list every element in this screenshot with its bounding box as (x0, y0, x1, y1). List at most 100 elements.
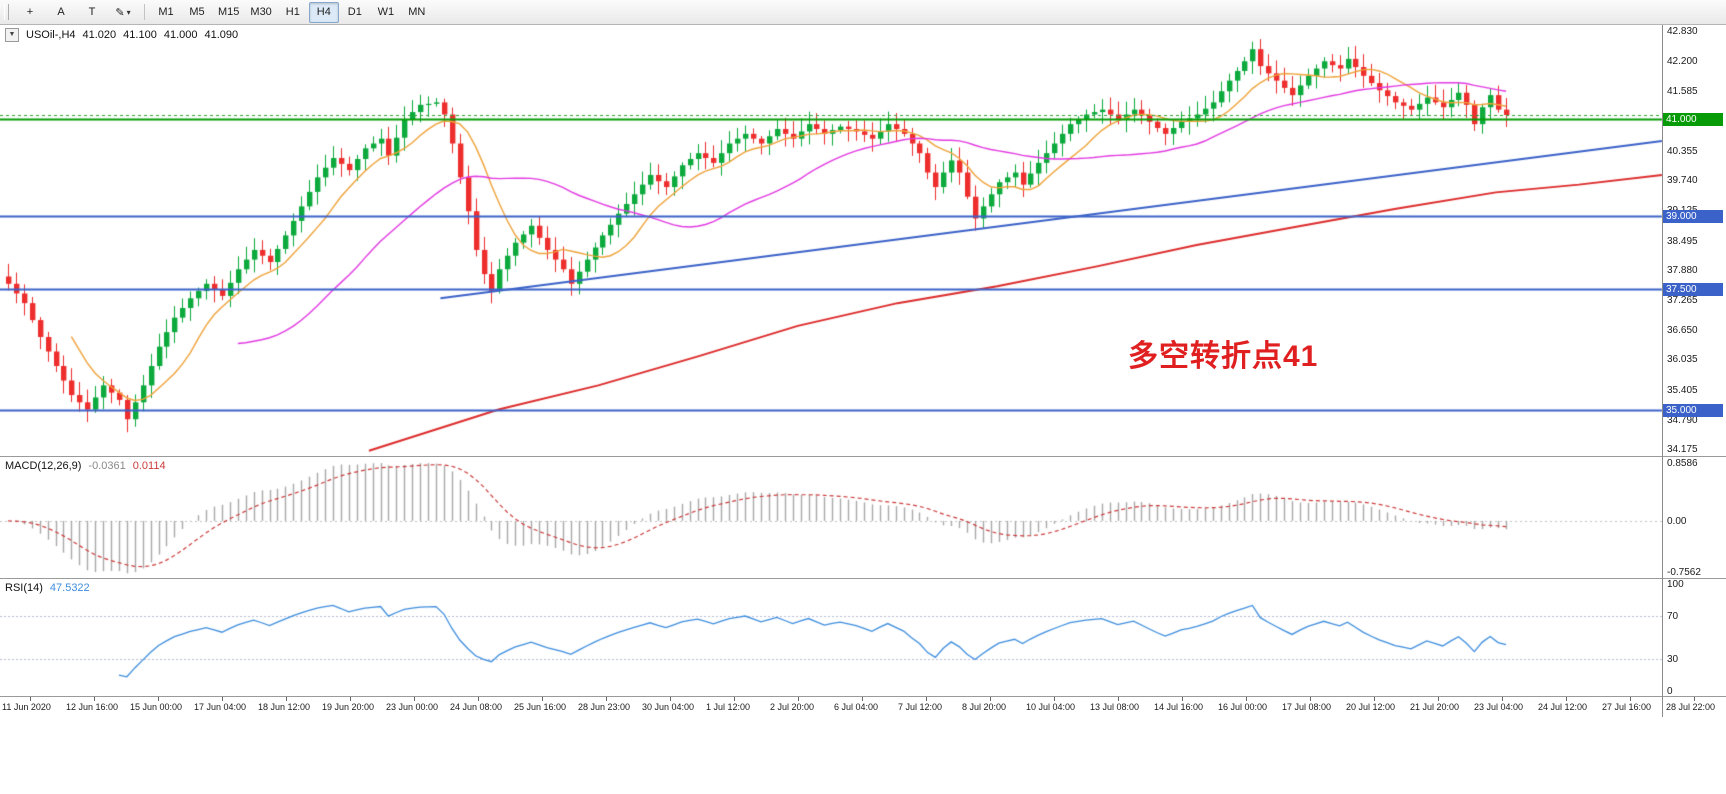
time-tick-label: 23 Jun 00:00 (386, 702, 439, 712)
time-tick-mark (1374, 697, 1375, 701)
rsi-tick-label: 0 (1667, 685, 1673, 697)
timeframe-m1[interactable]: M1 (158, 6, 174, 18)
time-tick-label: 28 Jun 23:00 (578, 702, 631, 712)
macd-signal-value: 0.0114 (132, 460, 166, 472)
time-tick-label: 20 Jul 12:00 (1346, 702, 1396, 712)
panel-divider[interactable] (0, 578, 1726, 579)
time-tick-mark (1118, 697, 1119, 701)
timeframe-w1[interactable]: W1 (377, 6, 395, 18)
timeframe-mn[interactable]: MN (408, 6, 426, 18)
price-level-badge: 35.000 (1663, 403, 1723, 417)
price-tick-label: 35.405 (1667, 384, 1698, 396)
time-tick-label: 27 Jul 16:00 (1602, 702, 1652, 712)
macd-tick-label: -0.7562 (1667, 566, 1701, 578)
time-tick-mark (1310, 697, 1311, 701)
rsi-header: RSI(14) 47.5322 (5, 582, 90, 594)
time-tick-label: 6 Jul 04:00 (834, 702, 879, 712)
toolbar-grip[interactable] (4, 4, 9, 20)
price-open: 41.020 (82, 29, 117, 41)
timeframe-m15[interactable]: M15 (218, 6, 240, 18)
chevron-down-icon: ▾ (126, 7, 131, 17)
time-tick-label: 8 Jul 20:00 (962, 702, 1007, 712)
rsi-panel: RSI(14) 47.5322 100 70 30 0 (0, 579, 1726, 697)
time-tick-label: 21 Jul 20:00 (1410, 702, 1460, 712)
price-chart-panel: ▼ USOil-,H4 41.020 41.100 41.000 41.090 … (0, 25, 1726, 456)
collapse-arrow: ▼ (8, 31, 16, 38)
toolbar-tools: + A T ✎ ▾ (15, 2, 138, 23)
time-tick-mark (414, 697, 415, 701)
timeframe-m30[interactable]: M30 (250, 6, 272, 18)
time-tick-label: 11 Jun 2020 (2, 702, 51, 712)
price-tick-label: 37.880 (1667, 265, 1698, 277)
price-close: 41.090 (204, 29, 239, 41)
time-axis[interactable]: 11 Jun 2020 12 Jun 16:00 15 Jun 00:00 17 Ju… (0, 697, 1726, 717)
price-level-badge: 37.500 (1663, 282, 1723, 296)
time-tick-label: 28 Jul 22:00 (1666, 702, 1716, 712)
rsi-tick-label: 70 (1667, 611, 1679, 623)
time-tick-label: 19 Jun 20:00 (322, 702, 375, 712)
time-tick-label: 23 Jul 04:00 (1474, 702, 1524, 712)
chart-title-bar: ▼ USOil-,H4 41.020 41.100 41.000 41.090 (5, 28, 238, 42)
time-tick-mark (94, 697, 95, 701)
time-tick-mark (1246, 697, 1247, 701)
time-tick-label: 17 Jun 04:00 (194, 702, 247, 712)
rsi-label: RSI(14) (5, 582, 43, 594)
timeframe-d1[interactable]: D1 (347, 6, 362, 18)
time-tick-mark (734, 697, 735, 701)
time-tick-mark (926, 697, 927, 701)
panel-divider[interactable] (0, 456, 1726, 457)
time-tick-label: 24 Jun 08:00 (450, 702, 503, 712)
macd-panel: MACD(12,26,9) -0.0361 0.0114 0.8586 0.00 -… (0, 457, 1726, 578)
timeframe-m5[interactable]: M5 (189, 6, 205, 18)
time-tick-mark (862, 697, 863, 701)
time-tick-label: 30 Jun 04:00 (642, 702, 695, 712)
price-tick-label: 40.355 (1667, 145, 1698, 157)
time-tick-label: 1 Jul 12:00 (706, 702, 751, 712)
text-tool[interactable]: T (77, 2, 107, 23)
macd-label: MACD(12,26,9) (5, 460, 82, 472)
price-chart-canvas[interactable] (0, 25, 1726, 456)
rsi-canvas[interactable] (0, 579, 1726, 696)
macd-main-value: -0.0361 (88, 460, 126, 472)
time-tick-label: 10 Jul 04:00 (1026, 702, 1076, 712)
collapse-chart-icon[interactable]: ▼ (5, 28, 19, 42)
draw-tool[interactable]: ✎ ▾ (108, 2, 138, 23)
timeframe-h4[interactable]: H4 (308, 1, 339, 23)
price-tick-label: 38.495 (1667, 235, 1698, 247)
text-tool-icon: T (88, 6, 96, 18)
crosshair-tool[interactable]: + (15, 2, 45, 23)
time-tick-mark (606, 697, 607, 701)
price-tick-label: 34.175 (1667, 444, 1698, 456)
arrow-label-tool[interactable]: A (46, 2, 76, 23)
rsi-value: 47.5322 (49, 582, 90, 594)
time-tick-label: 13 Jul 08:00 (1090, 702, 1140, 712)
time-tick-mark (1630, 697, 1631, 701)
price-level-badge: 41.000 (1663, 113, 1723, 127)
time-tick-mark (478, 697, 479, 701)
bottom-margin (0, 717, 1726, 794)
chart-annotation-text: 多空转折点41 (1128, 340, 1319, 373)
time-tick-label: 24 Jul 12:00 (1538, 702, 1588, 712)
macd-canvas[interactable] (0, 457, 1726, 578)
macd-tick-label: 0.8586 (1667, 458, 1698, 470)
time-tick-mark (1182, 697, 1183, 701)
rsi-tick-label: 30 (1667, 653, 1679, 665)
price-tick-label: 41.585 (1667, 86, 1698, 98)
symbol-name: USOil-,H4 (26, 29, 76, 41)
price-tick-label: 34.790 (1667, 414, 1698, 426)
time-tick-label: 15 Jun 00:00 (130, 702, 183, 712)
time-tick-mark (30, 697, 31, 701)
toolbar-timeframes: M1 M5 M15 M30 H1 H4 D1 W1 MN (151, 1, 432, 23)
toolbar-separator (144, 4, 145, 20)
time-tick-mark (1566, 697, 1567, 701)
time-tick-mark (542, 697, 543, 701)
macd-header: MACD(12,26,9) -0.0361 0.0114 (5, 460, 166, 472)
price-axis-divider (1662, 25, 1663, 717)
time-tick-mark (1694, 697, 1695, 701)
time-tick-mark (222, 697, 223, 701)
panel-divider (0, 696, 1726, 697)
macd-tick-label: 0.00 (1667, 515, 1687, 527)
time-tick-label: 25 Jun 16:00 (514, 702, 567, 712)
time-tick-label: 16 Jul 00:00 (1218, 702, 1268, 712)
timeframe-h1[interactable]: H1 (285, 6, 300, 18)
